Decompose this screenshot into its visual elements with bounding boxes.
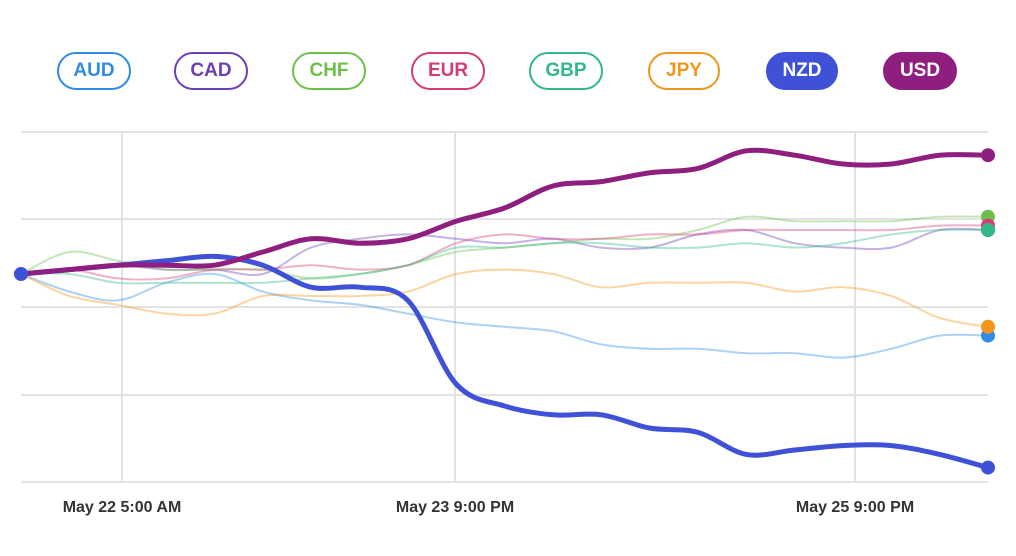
series-line-eur (20, 224, 989, 281)
end-point-usd (981, 148, 995, 163)
series-line-cad (20, 227, 989, 276)
grid (21, 131, 988, 483)
series-end-points (14, 148, 995, 475)
series-line-gbp (20, 228, 989, 285)
legend: AUD CAD CHF EUR GBP JPY NZD USD (0, 52, 1016, 94)
legend-pill-eur[interactable]: EUR (411, 52, 485, 90)
x-axis-ticks: May 22 5:00 AM May 23 9:00 PM May 25 9:00 … (63, 499, 914, 516)
legend-pill-nzd[interactable]: NZD (766, 52, 838, 90)
legend-pill-aud[interactable]: AUD (57, 52, 131, 90)
series-line-usd (18, 147, 991, 277)
legend-pill-jpy[interactable]: JPY (648, 52, 720, 90)
start-point (14, 267, 28, 281)
series-line-chf (20, 215, 989, 280)
x-tick-label: May 23 9:00 PM (396, 499, 514, 516)
end-point-gbp (981, 223, 995, 237)
series-lines (18, 147, 991, 471)
end-point-nzd (981, 460, 995, 475)
series-line-aud (20, 272, 989, 359)
legend-pill-chf[interactable]: CHF (292, 52, 366, 90)
end-point-jpy (981, 319, 995, 334)
series-line-nzd (18, 253, 991, 471)
legend-pill-gbp[interactable]: GBP (529, 52, 603, 90)
legend-pill-usd[interactable]: USD (883, 52, 957, 90)
series-line-jpy (20, 268, 989, 328)
x-tick-label: May 25 9:00 PM (796, 499, 914, 516)
x-tick-label: May 22 5:00 AM (63, 499, 182, 516)
legend-pill-cad[interactable]: CAD (174, 52, 248, 90)
